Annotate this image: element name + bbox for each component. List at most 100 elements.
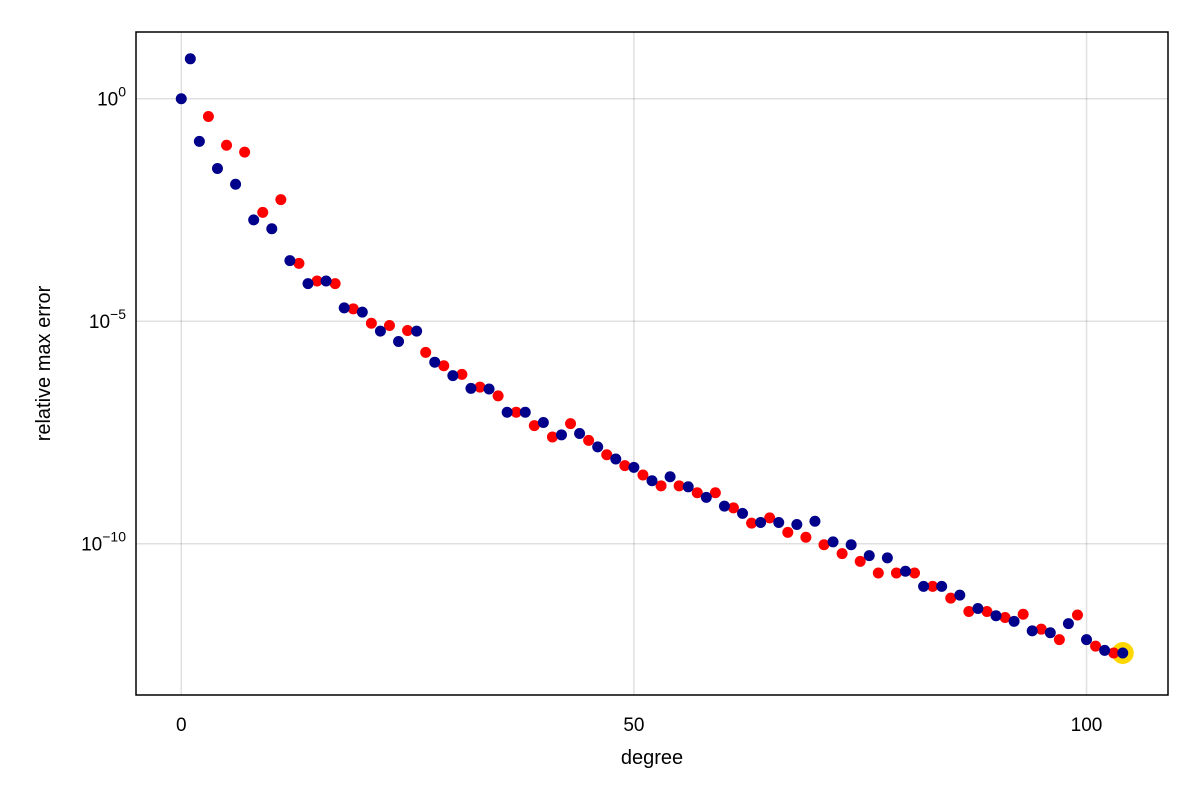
blue-point — [175, 93, 187, 105]
red-point — [383, 320, 395, 332]
blue-point — [863, 550, 875, 562]
red-point — [782, 526, 794, 538]
blue-point — [411, 325, 423, 337]
blue-point — [936, 580, 948, 592]
axis-ticks: 0 50 100 100 10−5 10−10 — [81, 84, 1102, 736]
red-point — [275, 194, 287, 206]
red-point — [1090, 640, 1102, 652]
red-point — [565, 418, 577, 430]
blue-point — [700, 491, 712, 503]
blue-point — [737, 507, 749, 519]
blue-point — [1044, 627, 1056, 639]
blue-point — [1026, 625, 1038, 637]
red-point — [800, 531, 812, 543]
red-point — [727, 502, 739, 514]
blue-point — [592, 441, 604, 453]
blue-point — [230, 178, 242, 190]
red-point — [1035, 623, 1047, 635]
red-point — [293, 257, 305, 269]
blue-point — [555, 429, 567, 441]
grid — [136, 32, 1168, 695]
blue-point — [1099, 644, 1111, 656]
blue-point — [193, 135, 205, 147]
red-point — [347, 303, 359, 315]
plot-frame — [135, 31, 1169, 696]
red-point — [981, 605, 993, 617]
y-axis-label: relative max error — [33, 285, 55, 441]
red-point — [746, 517, 758, 529]
blue-point — [429, 356, 441, 368]
red-point — [709, 487, 721, 499]
red-point — [945, 592, 957, 604]
red-point — [311, 275, 323, 287]
x-tick-label: 0 — [176, 715, 187, 736]
y-tick-label: 10−10 — [81, 529, 126, 556]
blue-point — [899, 565, 911, 577]
blue-point — [990, 610, 1002, 622]
blue-point — [755, 516, 767, 528]
blue-point — [809, 515, 821, 527]
blue-point — [918, 580, 930, 592]
blue-point — [393, 336, 405, 348]
red-point — [510, 406, 522, 418]
blue-point — [302, 278, 314, 290]
red-point — [492, 390, 504, 402]
data-points — [175, 53, 1134, 664]
blue-point — [266, 223, 278, 235]
red-point — [963, 605, 975, 617]
red-point — [1017, 608, 1029, 620]
red-point — [1108, 647, 1120, 659]
blue-point — [682, 481, 694, 493]
red-point — [438, 360, 450, 372]
red-point — [1053, 634, 1065, 646]
blue-point — [954, 589, 966, 601]
red-point — [818, 539, 830, 551]
red-point — [890, 567, 902, 579]
x-tick-label: 50 — [623, 715, 644, 736]
red-point — [909, 567, 921, 579]
red-point — [999, 611, 1011, 623]
x-axis-label: degree — [621, 747, 683, 769]
blue-point — [184, 53, 196, 65]
red-point — [927, 580, 939, 592]
blue-point — [447, 370, 459, 382]
red-point — [836, 548, 848, 560]
blue-point — [664, 471, 676, 483]
red-point — [546, 431, 558, 443]
blue-point — [465, 382, 477, 394]
red-point — [673, 480, 685, 492]
red-point — [221, 139, 233, 151]
blue-point — [773, 516, 785, 528]
blue-point — [1081, 634, 1093, 646]
blue-point — [646, 475, 658, 487]
red-point — [456, 368, 468, 380]
blue-point — [827, 536, 839, 548]
y-tick-label: 10−5 — [89, 306, 126, 333]
red-point — [329, 278, 341, 290]
red-point — [402, 324, 414, 336]
red-point — [257, 206, 269, 218]
red-point — [583, 434, 595, 446]
blue-point — [791, 519, 803, 531]
blue-point — [320, 275, 332, 287]
blue-point — [211, 163, 223, 175]
blue-point — [1117, 647, 1129, 659]
red-point — [637, 469, 649, 481]
blue-point — [1062, 618, 1074, 630]
red-point — [854, 555, 866, 567]
blue-point — [1008, 615, 1020, 627]
red-point — [474, 381, 486, 393]
blue-point — [248, 214, 260, 226]
blue-point — [519, 406, 531, 418]
blue-point — [610, 453, 622, 465]
red-point — [528, 420, 540, 432]
blue-point — [972, 602, 984, 614]
red-point — [601, 449, 613, 461]
blue-point — [483, 383, 495, 395]
red-point — [872, 567, 884, 579]
red-point — [1071, 609, 1083, 621]
blue-point — [845, 539, 857, 551]
red-point — [691, 487, 703, 499]
red-point — [764, 512, 776, 524]
blue-point — [356, 306, 368, 318]
